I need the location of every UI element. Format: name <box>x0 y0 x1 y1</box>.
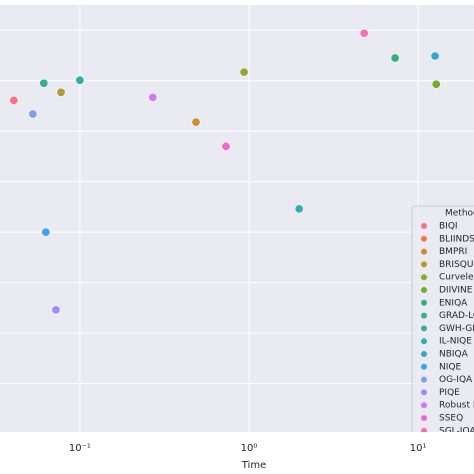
legend-marker <box>421 363 427 370</box>
point <box>9 95 19 105</box>
legend-marker <box>421 427 427 432</box>
legend-marker <box>421 415 427 421</box>
legend-label: SSEQ <box>439 414 463 424</box>
legend-marker <box>421 389 427 396</box>
point <box>51 305 61 315</box>
legend-label: Curvelet <box>439 273 474 283</box>
point <box>431 79 441 89</box>
x-axis-label: Time <box>241 460 266 471</box>
legend-marker <box>421 402 427 409</box>
legend-label: NBIQA <box>439 350 469 360</box>
legend-label: PIQE <box>439 388 460 398</box>
point <box>390 53 400 63</box>
point <box>221 141 231 151</box>
legend-label: DIIVINE <box>439 286 473 296</box>
point <box>75 75 85 85</box>
legend-label: BIQI <box>439 222 458 232</box>
legend-marker <box>421 299 427 306</box>
legend-label: OG-IQA <box>439 375 473 385</box>
plot-area <box>0 5 474 432</box>
point <box>41 227 51 237</box>
legend-label: GWH-GLBP <box>439 324 474 334</box>
legend-marker <box>421 351 427 357</box>
point <box>239 67 249 77</box>
legend-label: BRISQUE <box>439 260 474 270</box>
point <box>191 117 201 127</box>
legend-marker <box>421 312 427 319</box>
legend-marker <box>421 274 427 281</box>
legend-label: NIQE <box>439 362 461 372</box>
legend-marker <box>421 248 427 255</box>
x-tick-label: 10¹ <box>410 443 427 454</box>
point <box>28 109 38 119</box>
legend-label: BLIINDS-II <box>439 234 474 244</box>
legend-label: BMPRI <box>439 247 467 257</box>
point <box>56 87 66 97</box>
x-tick-label: 10⁻¹ <box>69 443 91 454</box>
legend-marker <box>421 338 427 345</box>
legend-marker <box>421 261 427 268</box>
legend-label: Robust BRISQUE <box>439 401 474 411</box>
legend-label: SGL-IQA <box>439 426 474 436</box>
legend-marker <box>421 325 427 332</box>
point <box>39 78 49 88</box>
legend-box <box>411 205 474 432</box>
point <box>359 28 369 38</box>
legend-marker <box>421 287 427 293</box>
legend-marker <box>421 235 427 242</box>
point <box>430 51 440 61</box>
legend-title: Method <box>445 209 474 219</box>
point <box>148 92 158 102</box>
x-tick-label: 10⁰ <box>241 443 258 454</box>
point <box>294 204 304 214</box>
legend-marker <box>421 376 427 383</box>
legend-label: IL-NIQE <box>439 337 472 347</box>
legend-label: GRAD-LOG <box>439 311 474 321</box>
legend-marker <box>421 223 427 229</box>
legend-label: ENIQA <box>439 298 468 308</box>
